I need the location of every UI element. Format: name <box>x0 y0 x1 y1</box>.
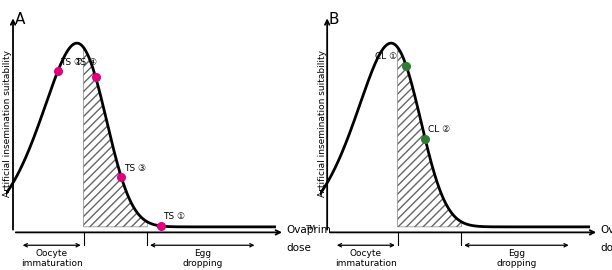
Text: Oocyte
immaturation: Oocyte immaturation <box>335 249 397 268</box>
Text: dose: dose <box>601 244 612 254</box>
Text: TS ③: TS ③ <box>124 164 146 173</box>
Text: CL ②: CL ② <box>428 126 450 134</box>
Text: Ovaprim: Ovaprim <box>601 225 612 235</box>
Text: A: A <box>15 12 25 27</box>
Text: B: B <box>329 12 340 27</box>
Text: TM: TM <box>305 225 316 231</box>
Text: Artificial insemination suitability: Artificial insemination suitability <box>3 50 12 197</box>
Text: dose: dose <box>286 244 312 254</box>
Text: Oocyte
immaturation: Oocyte immaturation <box>21 249 83 268</box>
Text: Egg
dropping: Egg dropping <box>182 249 222 268</box>
Text: Artificial insemination suitability: Artificial insemination suitability <box>318 50 326 197</box>
Text: TS ②: TS ② <box>60 58 82 67</box>
Text: CL ①: CL ① <box>375 52 398 61</box>
Text: TS ①: TS ① <box>163 212 185 221</box>
Text: Egg
dropping: Egg dropping <box>496 249 537 268</box>
Text: TS ④: TS ④ <box>75 58 97 67</box>
Text: Ovaprim: Ovaprim <box>286 225 332 235</box>
